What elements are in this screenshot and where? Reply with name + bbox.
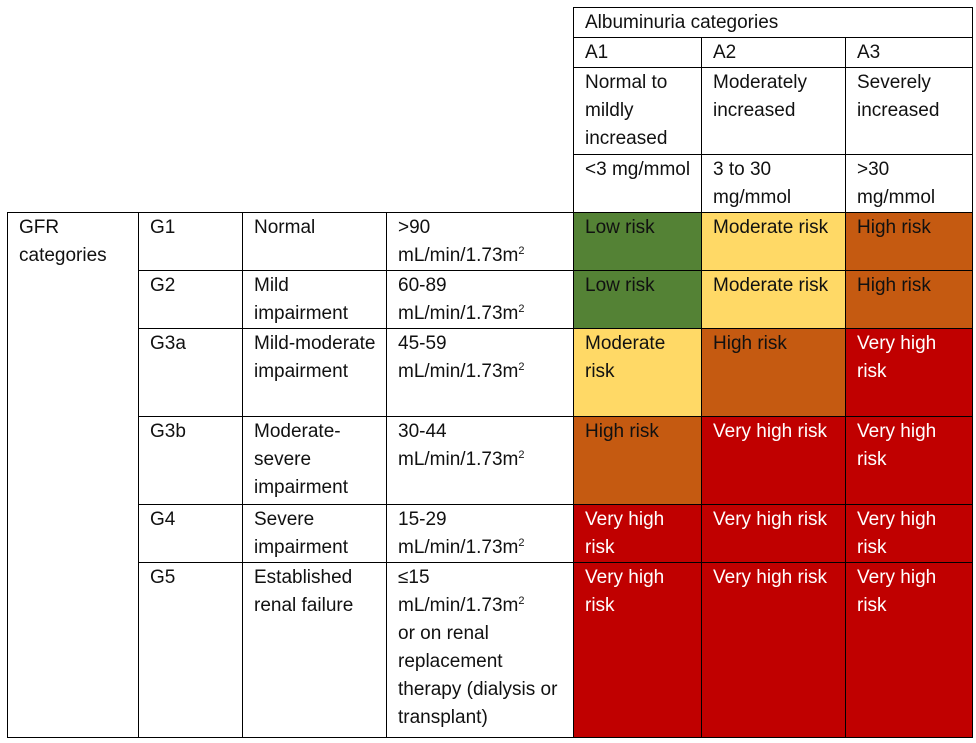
gfr-categories-label: GFR categories: [7, 212, 139, 738]
gfr-value: ≤15: [398, 567, 430, 588]
gfr-code: G2: [138, 270, 243, 329]
albuminuria-title: Albuminuria categories: [573, 7, 973, 38]
gfr-desc: Normal: [242, 212, 387, 271]
gfr-range: 30-44 mL/min/1.73m2: [386, 416, 574, 505]
gfr-range: 60-89 mL/min/1.73m2: [386, 270, 574, 329]
a3-code: A3: [845, 37, 973, 68]
gfr-unit: mL/min/1.73m2: [398, 449, 525, 470]
risk-cell: Very high risk: [701, 562, 846, 738]
a3-desc: Severely increased: [845, 67, 973, 155]
risk-cell: Very high risk: [701, 416, 846, 505]
gfr-range: 45-59 mL/min/1.73m2: [386, 328, 574, 417]
table-row: G3a Mild-moderate impairment 45-59 mL/min…: [8, 328, 973, 417]
gfr-desc: Mild-moderate impairment: [242, 328, 387, 417]
risk-cell: Very high risk: [701, 504, 846, 563]
a2-range: 3 to 30 mg/mmol: [701, 154, 846, 213]
a2-desc: Moderately increased: [701, 67, 846, 155]
risk-cell: Moderate risk: [701, 212, 846, 271]
risk-cell: High risk: [701, 328, 846, 417]
blank-corner: [7, 7, 574, 213]
gfr-value: 30-44: [398, 421, 447, 442]
gfr-value: 60-89: [398, 275, 447, 296]
table-row: G2 Mild impairment 60-89 mL/min/1.73m2 Lo…: [8, 270, 973, 329]
risk-cell: Very high risk: [845, 328, 973, 417]
table-row: G4 Severe impairment 15-29 mL/min/1.73m2 …: [8, 504, 973, 563]
gfr-desc: Severe impairment: [242, 504, 387, 563]
a1-code: A1: [573, 37, 702, 68]
risk-cell: Very high risk: [845, 562, 973, 738]
risk-cell: High risk: [845, 270, 973, 329]
gfr-range: >90 mL/min/1.73m2: [386, 212, 574, 271]
gfr-unit: mL/min/1.73m2: [398, 537, 525, 558]
gfr-code: G3a: [138, 328, 243, 417]
gfr-range: ≤15 mL/min/1.73m2 or on renal replacement …: [386, 562, 574, 738]
gfr-value: >90: [398, 217, 431, 238]
gfr-desc: Moderate-severe impairment: [242, 416, 387, 505]
risk-cell: Moderate risk: [573, 328, 702, 417]
gfr-range: 15-29 mL/min/1.73m2: [386, 504, 574, 563]
risk-cell: High risk: [573, 416, 702, 505]
gfr-note: or on renal replacement therapy (dialysi…: [398, 623, 558, 728]
gfr-unit: mL/min/1.73m2: [398, 303, 525, 324]
risk-cell: Very high risk: [845, 504, 973, 563]
a3-range: >30 mg/mmol: [845, 154, 973, 213]
risk-cell: Moderate risk: [701, 270, 846, 329]
a1-desc: Normal to mildly increased: [573, 67, 702, 155]
risk-cell: Very high risk: [573, 562, 702, 738]
gfr-desc: Mild impairment: [242, 270, 387, 329]
gfr-code: G3b: [138, 416, 243, 505]
risk-cell: High risk: [845, 212, 973, 271]
risk-cell: Very high risk: [845, 416, 973, 505]
gfr-unit: mL/min/1.73m2: [398, 595, 525, 616]
gfr-desc: Established renal failure: [242, 562, 387, 738]
table-row: G3b Moderate-severe impairment 30-44 mL/m…: [8, 416, 973, 505]
a1-range: <3 mg/mmol: [573, 154, 702, 213]
table-row: G5 Established renal failure ≤15 mL/min/1…: [8, 562, 973, 738]
gfr-code: G4: [138, 504, 243, 563]
gfr-code: G1: [138, 212, 243, 271]
gfr-unit: mL/min/1.73m2: [398, 361, 525, 382]
risk-cell: Low risk: [573, 270, 702, 329]
risk-cell: Very high risk: [573, 504, 702, 563]
gfr-unit: mL/min/1.73m2: [398, 245, 525, 266]
table-row: GFR categories G1 Normal >90 mL/min/1.73m…: [7, 212, 973, 738]
gfr-value: 45-59: [398, 333, 447, 354]
gfr-value: 15-29: [398, 509, 447, 530]
risk-cell: Low risk: [573, 212, 702, 271]
risk-table: Albuminuria categories A1 A2 A3 Normal t…: [7, 7, 973, 738]
gfr-code: G5: [138, 562, 243, 738]
a2-code: A2: [701, 37, 846, 68]
